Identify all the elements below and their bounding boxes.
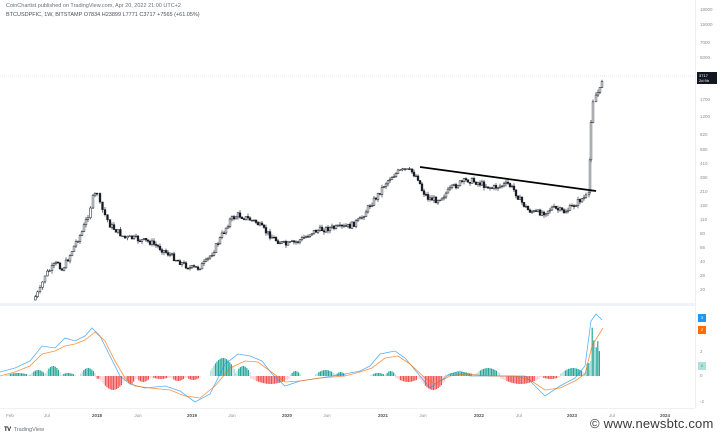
symbol-ohlc-line: BTCUSDPFIC, 1W, BITSTAMP O7834 H23899 L7…	[6, 12, 200, 18]
macd-pane[interactable]	[0, 306, 695, 408]
macd-line	[0, 313, 603, 403]
price-axis-tick: 110	[700, 217, 708, 222]
time-axis[interactable]: Feb Jul 2018 Jun 2019 Jun 2020 Jun 2021 Jun 2022 Ju…	[0, 408, 695, 422]
price-chart[interactable]	[0, 0, 695, 303]
trendline	[419, 166, 597, 192]
macd-chart-canvas[interactable]	[0, 306, 695, 408]
price-axis-tick: 56	[700, 245, 706, 250]
signal-value-tag: 2	[698, 326, 706, 334]
price-axis-tick: 1200	[700, 114, 711, 119]
price-chart-canvas[interactable]	[0, 0, 695, 303]
last-price-tag: 3717 2d 9h	[697, 72, 717, 84]
price-axis-tick: 15000	[700, 22, 713, 27]
macd-value-tag: 3	[698, 314, 706, 322]
macd-axis-tick: 0	[700, 373, 703, 378]
price-axis-tick: 210	[700, 189, 708, 194]
time-axis-label: Jun	[323, 413, 331, 418]
price-axis-tick: 5000	[700, 55, 711, 60]
chart-header: CoinChartist published on TradingView.co…	[6, 2, 200, 19]
price-axis-tick: 40	[700, 259, 706, 264]
price-axis[interactable]: 18000 15000 7000 5000 3 80 0 1700 1200 820 580 410 2…	[695, 0, 725, 408]
time-axis-label: Jul	[609, 413, 615, 418]
histogram-value-tag: 0	[698, 362, 706, 370]
bar-countdown: 2d 9h	[699, 78, 710, 83]
time-axis-label: 2022	[473, 413, 485, 418]
last-price-value: 3717	[699, 72, 708, 78]
time-axis-label: Feb	[6, 413, 14, 418]
price-axis-tick: 80	[700, 231, 706, 236]
tradingview-brand: TradingView	[13, 427, 44, 433]
time-axis-label: 2024	[659, 413, 671, 418]
price-axis-tick: 20	[700, 287, 706, 292]
tradingview-logo-icon: TV	[4, 427, 11, 433]
time-axis-label: Jun	[419, 413, 427, 418]
price-axis-tick: 7000	[700, 40, 711, 45]
macd-axis-tick: 2	[700, 349, 703, 354]
time-axis-label: 2019	[186, 413, 198, 418]
price-axis-tick: 18000	[700, 7, 713, 12]
price-axis-tick: 580	[700, 147, 708, 152]
signal-line	[0, 327, 604, 399]
time-axis-label: Jun	[228, 413, 236, 418]
time-axis-label: 2021	[377, 413, 389, 418]
time-axis-label: 2020	[281, 413, 293, 418]
time-axis-label: Jun	[134, 413, 142, 418]
price-axis-tick: 410	[700, 161, 708, 166]
time-axis-label: 2023	[566, 413, 578, 418]
time-axis-label: Jul	[44, 413, 50, 418]
price-axis-tick: 820	[700, 132, 708, 137]
price-axis-tick: 150	[700, 203, 708, 208]
macd-axis-tick: -2	[700, 399, 705, 404]
footer: TV TradingView	[4, 427, 44, 433]
pane-separator[interactable]	[0, 303, 695, 306]
time-axis-label: Jul	[516, 413, 522, 418]
price-axis-tick: 28	[700, 273, 706, 278]
publisher-line: CoinChartist published on TradingView.co…	[6, 3, 181, 9]
time-axis-label: 2018	[91, 413, 103, 418]
price-axis-tick: 1700	[700, 97, 711, 102]
price-axis-tick: 290	[700, 175, 708, 180]
newsbtc-watermark: © www.newsbtc.com	[590, 416, 714, 431]
